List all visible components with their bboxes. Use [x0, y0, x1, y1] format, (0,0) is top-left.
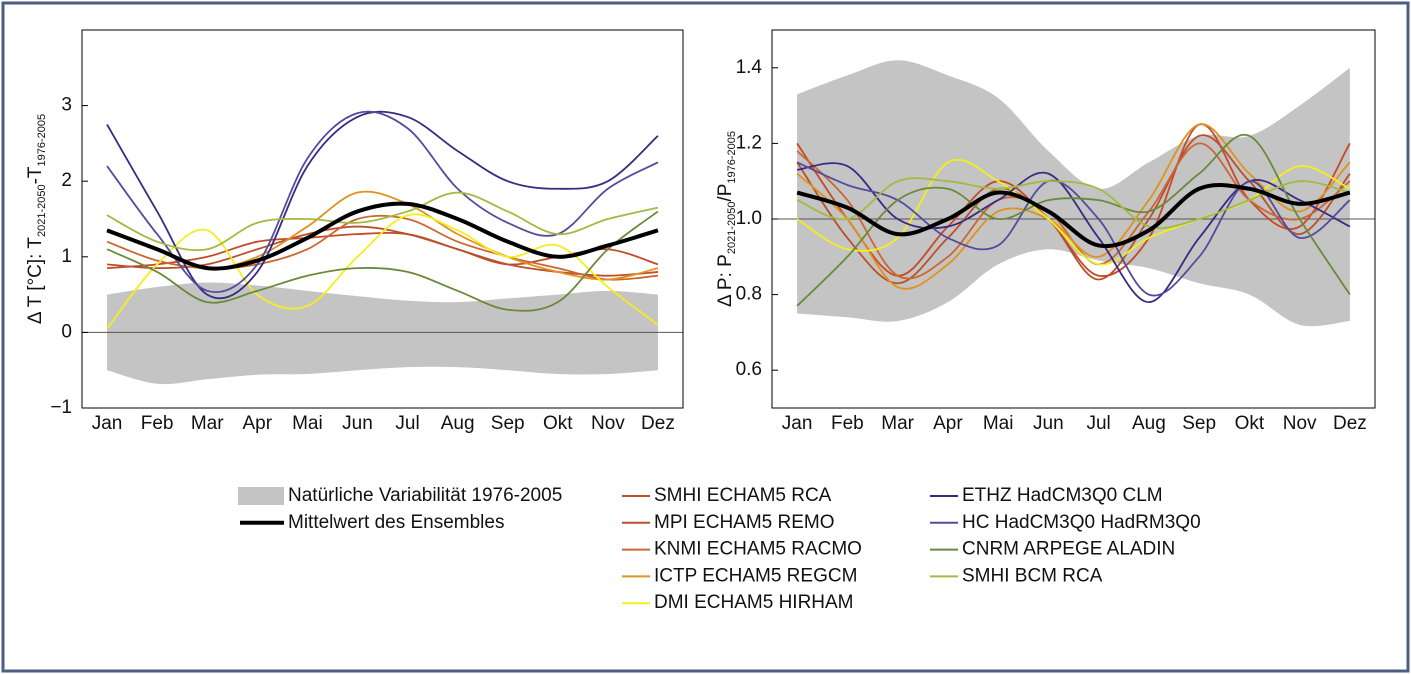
- legend: Natürliche Variabilität 1976-2005 Mittelw…: [238, 485, 1201, 613]
- legend-label: HC HadCM3Q0 HadRM3Q0: [962, 512, 1201, 533]
- x-tick-label: Apr: [933, 413, 963, 434]
- series-line: [106, 210, 659, 312]
- y-tick-label: 1.0: [736, 208, 762, 229]
- x-tick-label: Jul: [395, 413, 419, 434]
- legend-label: DMI ECHAM5 HIRHAM: [654, 592, 854, 613]
- variability-band: [797, 60, 1350, 327]
- y-tick-label: 3: [61, 95, 72, 116]
- legend-swatch: [238, 487, 284, 505]
- y-axis-label: Δ P: P2021-2050/P1976-2005: [715, 131, 738, 307]
- x-tick-label: Aug: [1132, 413, 1166, 434]
- y-tick-label: 0.6: [736, 359, 762, 380]
- legend-label: MPI ECHAM5 REMO: [654, 512, 835, 533]
- y-tick-label: 0.8: [736, 284, 762, 305]
- plot-frame: [81, 29, 684, 409]
- y-axis-label-part: Δ P: P: [715, 254, 736, 307]
- y-tick-label: 1.2: [736, 132, 762, 153]
- legend-label: ICTP ECHAM5 REGCM: [654, 565, 857, 586]
- x-tick-label: Jul: [1086, 413, 1110, 434]
- x-tick-label: Dez: [641, 413, 675, 434]
- x-tick-label: Sep: [1182, 413, 1216, 434]
- x-tick-label: Jan: [92, 413, 123, 434]
- x-tick-label: Mai: [983, 413, 1014, 434]
- legend-label: Mittelwert des Ensembles: [288, 512, 504, 533]
- y-tick-label: 1: [61, 246, 72, 267]
- legend-label: SMHI BCM RCA: [962, 565, 1103, 586]
- y-axis-label-part: -T: [25, 166, 46, 184]
- x-tick-label: Mar: [881, 413, 914, 434]
- x-tick-label: Jun: [342, 413, 373, 434]
- y-axis-label-subscript: 1976-2005: [726, 131, 738, 184]
- x-tick-label: Mai: [292, 413, 323, 434]
- series-line: [796, 123, 1351, 277]
- y-tick-label: −1: [50, 397, 72, 418]
- series-line: [796, 123, 1351, 290]
- legend-label: Natürliche Variabilität 1976-2005: [288, 485, 562, 506]
- x-tick-label: Sep: [491, 413, 525, 434]
- x-tick-label: Jun: [1033, 413, 1064, 434]
- series-line: [106, 213, 659, 330]
- y-tick-label: 0: [61, 321, 72, 342]
- y-axis-label-subscript: 1976-2005: [36, 114, 48, 167]
- series-line: [106, 191, 659, 252]
- x-tick-label: Feb: [831, 413, 864, 434]
- legend-label: KNMI ECHAM5 RACMO: [654, 539, 862, 560]
- x-tick-label: Jan: [782, 413, 813, 434]
- panel: 0.6 0.8 1.0 1.2 1.4 Jan Feb Mar Apr Mai Jun Jul Aug S…: [715, 29, 1376, 434]
- x-tick-label: Okt: [543, 413, 573, 434]
- y-axis-label-part: Δ T [°C]: T: [25, 237, 46, 325]
- x-tick-label: Nov: [591, 413, 625, 434]
- y-axis-label: Δ T [°C]: T2021-2050-T1976-2005: [25, 114, 48, 324]
- x-tick-label: Okt: [1235, 413, 1265, 434]
- y-axis-label-subscript: 2021-2050: [726, 202, 738, 255]
- series-line: [106, 201, 659, 271]
- x-tick-label: Dez: [1333, 413, 1367, 434]
- series-line: [106, 110, 659, 300]
- x-tick-label: Nov: [1283, 413, 1317, 434]
- legend-label: SMHI ECHAM5 RCA: [654, 485, 832, 506]
- x-tick-label: Mar: [191, 413, 224, 434]
- panel: −1 0 1 2 3 Jan Feb Mar Apr Mai Jun Jul Aug Sep Okt Nov D…: [25, 29, 684, 434]
- variability-band: [107, 282, 658, 385]
- legend-label: CNRM ARPEGE ALADIN: [962, 539, 1175, 560]
- y-axis-label-subscript: 2021-2050: [36, 184, 48, 237]
- y-tick-label: 1.4: [736, 57, 763, 78]
- legend-label: ETHZ HadCM3Q0 CLM: [962, 485, 1163, 506]
- x-tick-label: Feb: [141, 413, 174, 434]
- series-line: [796, 183, 1351, 249]
- series-line: [796, 159, 1351, 266]
- x-tick-label: Aug: [441, 413, 475, 434]
- y-axis-label-part: /P: [715, 184, 736, 202]
- plot-frame: [771, 29, 1376, 409]
- y-tick-label: 2: [61, 170, 72, 191]
- series-line: [796, 133, 1351, 307]
- series-line: [796, 177, 1351, 230]
- x-tick-label: Apr: [243, 413, 273, 434]
